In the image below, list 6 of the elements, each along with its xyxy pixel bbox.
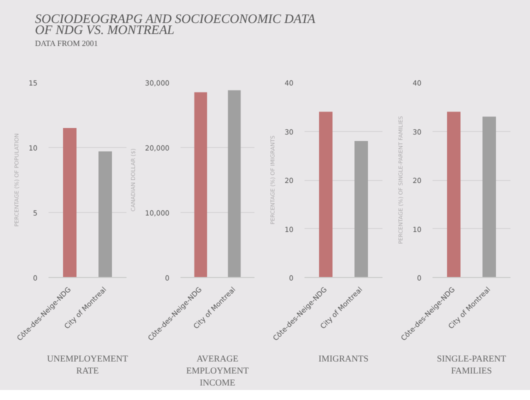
x-axis-title: AVERAGE EMPLOYMENT INCOME xyxy=(186,353,250,388)
x-axis-title: IMIGRANTS xyxy=(318,353,369,364)
x-axis-title: UNEMPLOYEMENT RATE xyxy=(47,353,128,376)
x-axis-title: SINGLE-PARENT FAMILIES xyxy=(436,353,507,376)
chart-subtitle: DATA FROM 2001 xyxy=(35,38,99,50)
text: SOCIODEOGRAPG AND SOCIOECONOMIC DATA OF NDG VS. MONTREAL xyxy=(35,11,316,37)
